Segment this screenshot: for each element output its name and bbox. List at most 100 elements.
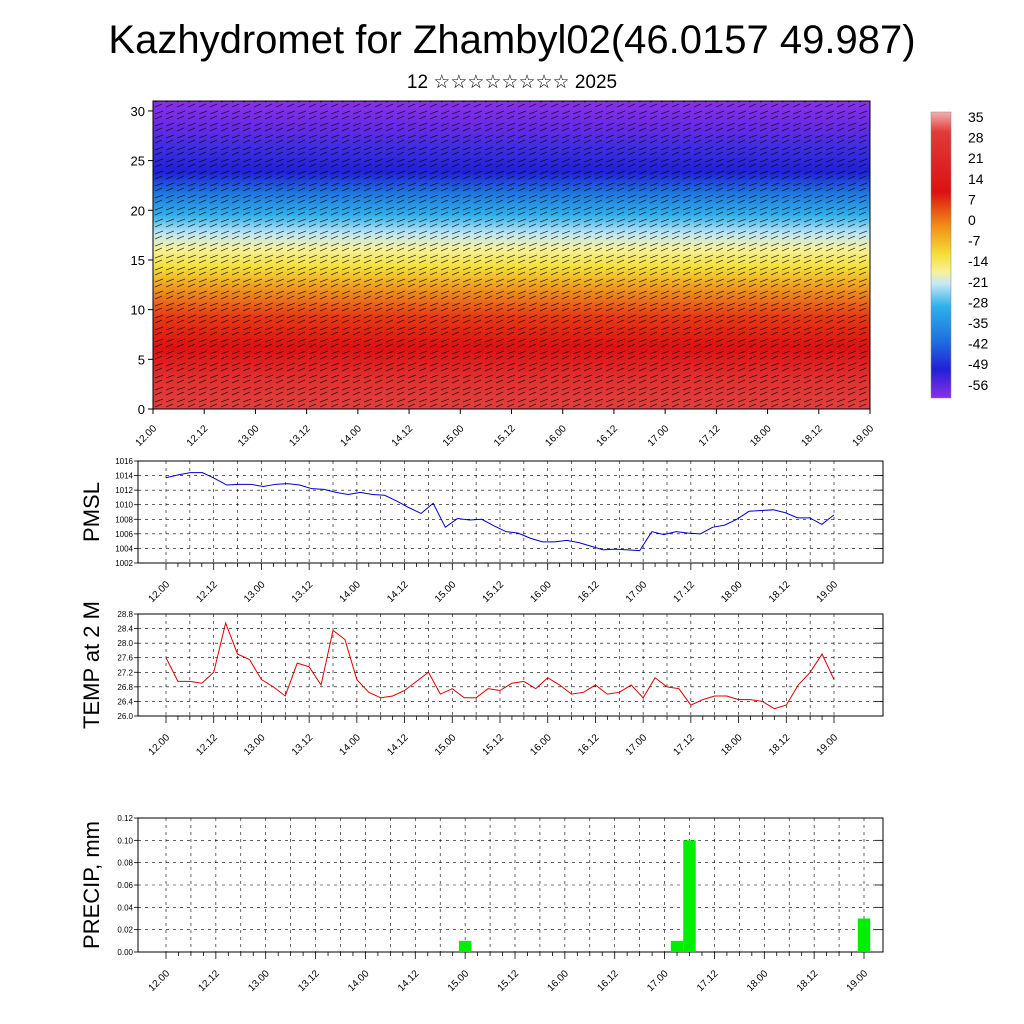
precip-x-tick-label: 15.00	[446, 968, 472, 994]
cross-x-tick-label: 14.00	[339, 423, 365, 449]
precip-x-tick-label: 16.12	[595, 968, 621, 994]
temp-x-tick-label: 18.12	[767, 732, 793, 758]
precip-panel: 0.12 0.10 0.08 0.06 0.04 0.02 0.00 12.00 12.12 13…	[79, 814, 884, 994]
colorbar-label: 0	[968, 212, 976, 228]
precip-x-tick-label: 14.00	[346, 968, 372, 994]
cross-y-tick-label: 20	[131, 203, 145, 218]
precip-x-tick-label: 13.00	[246, 968, 272, 994]
chart-title: Kazhydromet for Zhambyl02(46.0157 49.987…	[108, 18, 916, 62]
cross-section-panel: 0 5 10 15 20 25 30 12.00 12.12 13.00 13.12 14.00 14…	[131, 100, 877, 449]
colorbar-label: -7	[968, 233, 981, 249]
temp-y-tick-label: 28.8	[117, 610, 133, 619]
precip-x-tick-label: 15.12	[496, 968, 522, 994]
pmsl-x-tick-label: 13.00	[242, 579, 268, 605]
precip-y-tick-label: 0.08	[117, 859, 133, 868]
precip-x-tick-label: 12.12	[197, 968, 223, 994]
colorbar: 35 28 21 14 7 0 -7 -14 -21 -28 -35 -42 -49 -56	[930, 109, 988, 399]
precip-x-tick-label: 14.12	[396, 968, 422, 994]
cross-x-tick-label: 18.12	[799, 423, 825, 449]
pmsl-y-tick-label: 1016	[115, 457, 133, 466]
temp-x-tick-label: 13.12	[290, 732, 316, 758]
pmsl-y-tick-label: 1010	[115, 501, 133, 510]
precip-x-tick-label: 12.00	[147, 968, 173, 994]
precip-ylabel: PRECIP, mm	[79, 821, 104, 949]
pmsl-ylabel: PMSL	[79, 482, 104, 542]
cross-y-tick-label: 30	[131, 104, 145, 119]
pmsl-x-tick-label: 18.00	[719, 579, 745, 605]
temp-ylabel: TEMP at 2 M	[79, 601, 104, 729]
temp-y-tick-label: 28.0	[117, 639, 133, 648]
pmsl-y-tick-label: 1004	[115, 544, 133, 553]
precip-x-tick-label: 16.00	[546, 968, 572, 994]
colorbar-label: 28	[968, 130, 984, 146]
precip-bar	[857, 918, 871, 952]
colorbar-label: 7	[968, 191, 976, 207]
colorbar-label: -49	[968, 356, 988, 372]
pmsl-y-tick-label: 1012	[115, 486, 133, 495]
precip-y-tick-label: 0.02	[117, 926, 133, 935]
precip-y-tick-label: 0.10	[117, 836, 133, 845]
precip-x-tick-label: 13.12	[296, 968, 322, 994]
colorbar-label: -35	[968, 315, 988, 331]
colorbar-label: 14	[968, 171, 984, 187]
pmsl-y-tick-label: 1014	[115, 472, 133, 481]
cross-y-tick-label: 5	[138, 352, 145, 367]
cross-x-tick-label: 19.00	[851, 423, 877, 449]
precip-x-tick-label: 17.12	[695, 968, 721, 994]
temp-series-line	[165, 621, 835, 710]
colorbar-label: -14	[968, 253, 988, 269]
temp-x-tick-label: 16.00	[528, 732, 554, 758]
cross-x-tick-label: 14.12	[390, 423, 416, 449]
temp-x-tick-label: 12.12	[194, 732, 220, 758]
temp-x-tick-label: 19.00	[815, 732, 841, 758]
pmsl-y-tick-label: 1006	[115, 530, 133, 539]
temp-y-tick-label: 28.4	[117, 625, 133, 634]
temp-x-tick-label: 14.12	[385, 732, 411, 758]
temp-x-tick-label: 16.12	[576, 732, 602, 758]
pmsl-x-tick-label: 17.12	[672, 579, 698, 605]
colorbar-label: -28	[968, 294, 988, 310]
precip-x-tick-label: 18.00	[745, 968, 771, 994]
cross-x-tick-label: 13.00	[236, 423, 262, 449]
temp-y-tick-label: 26.4	[117, 697, 133, 706]
temp-x-tick-label: 18.00	[719, 732, 745, 758]
wind-vector-overlay	[153, 101, 870, 409]
temp-x-tick-label: 14.00	[338, 732, 364, 758]
pmsl-y-tick-label: 1002	[115, 559, 133, 568]
temp-y-tick-label: 27.6	[117, 654, 133, 663]
pmsl-y-tick-label: 1008	[115, 515, 133, 524]
cross-x-tick-label: 15.12	[492, 423, 518, 449]
chart-subtitle: 12 ☆☆☆☆☆☆☆☆ 2025	[406, 72, 618, 93]
temp-frame	[137, 613, 884, 717]
cross-x-tick-label: 13.12	[287, 423, 313, 449]
cross-x-tick-label: 17.12	[697, 423, 723, 449]
pmsl-panel: 1016 1014 1012 1010 1008 1006 1004 1002 12.00 12.…	[79, 457, 884, 605]
pmsl-x-tick-label: 19.00	[815, 579, 841, 605]
cross-x-tick-label: 18.00	[748, 423, 774, 449]
precip-x-tick-label: 18.12	[795, 968, 821, 994]
colorbar-label: -21	[968, 274, 988, 290]
precip-x-tick-label: 19.00	[845, 968, 871, 994]
pmsl-x-tick-label: 16.12	[576, 579, 602, 605]
pmsl-x-tick-label: 14.12	[385, 579, 411, 605]
pmsl-x-tick-label: 12.00	[147, 579, 173, 605]
pmsl-x-tick-label: 17.00	[624, 579, 650, 605]
precip-y-tick-label: 0.06	[117, 881, 133, 890]
pmsl-series-line	[165, 472, 835, 552]
pmsl-x-tick-label: 13.12	[290, 579, 316, 605]
temp-y-tick-label: 26.0	[117, 712, 133, 721]
cross-x-tick-label: 16.12	[595, 423, 621, 449]
temp-x-tick-label: 13.00	[242, 732, 268, 758]
temp-x-tick-label: 12.00	[147, 732, 173, 758]
temp-x-tick-label: 17.00	[624, 732, 650, 758]
temp-y-tick-label: 27.2	[117, 668, 133, 677]
pmsl-frame	[137, 460, 884, 564]
pmsl-x-tick-label: 15.12	[481, 579, 507, 605]
colorbar-fill	[930, 111, 952, 399]
colorbar-label: 35	[968, 109, 984, 125]
colorbar-label: 21	[968, 150, 984, 166]
temp-panel: 28.8 28.4 28.0 27.6 27.2 26.8 26.4 26.0 12.00 12.…	[79, 601, 884, 758]
pmsl-x-tick-label: 12.12	[194, 579, 220, 605]
precip-bar	[683, 840, 696, 952]
cross-x-tick-label: 17.00	[646, 423, 672, 449]
